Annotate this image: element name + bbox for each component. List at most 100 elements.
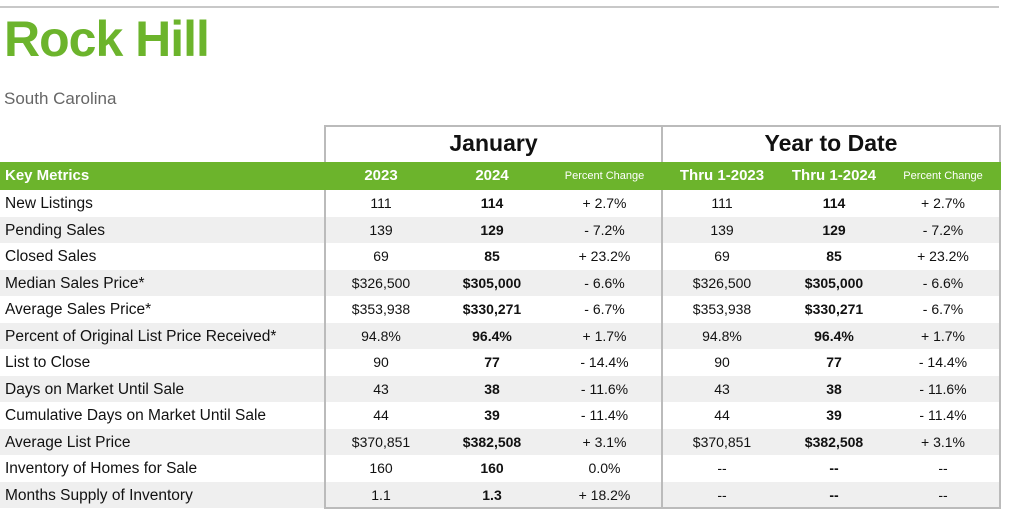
jan-2023-value: $353,938: [351, 301, 411, 317]
ytd-2024-value: $330,271: [804, 301, 864, 317]
jan-2023-value: 1.1: [371, 486, 391, 503]
header-ytd-2024: Thru 1-2024: [791, 167, 877, 184]
table-row: Average List Price $370,851 $382,508 + 3.1%…: [0, 428, 999, 455]
jan-2023-value: 43: [373, 380, 389, 397]
ytd-percent-change: - 7.2%: [922, 221, 964, 238]
header-key-metrics: Key Metrics: [5, 167, 90, 184]
ytd-percent-change: + 23.2%: [917, 248, 969, 264]
ytd-2024-value: 77: [826, 354, 842, 370]
metric-label: List to Close: [5, 354, 91, 371]
jan-2024-value: 160: [480, 460, 504, 476]
jan-percent-change: 0.0%: [588, 460, 621, 476]
metric-label: New Listings: [5, 195, 93, 212]
ytd-percent-change: - 14.4%: [918, 354, 968, 370]
ytd-percent-change: + 2.7%: [921, 195, 965, 211]
jan-2024-value: $305,000: [462, 274, 522, 291]
jan-2024-value: $330,271: [462, 301, 522, 317]
jan-percent-change: - 11.4%: [580, 407, 629, 423]
jan-percent-change: - 14.4%: [580, 354, 629, 370]
jan-percent-change: + 2.7%: [582, 195, 627, 211]
metric-label: Closed Sales: [5, 248, 97, 265]
page-title: Rock Hill: [4, 11, 210, 67]
metric-label: Percent of Original List Price Received*: [5, 327, 277, 345]
jan-percent-change: + 1.7%: [582, 327, 627, 344]
ytd-group-title: Year to Date: [764, 130, 898, 156]
header-ytd-percent-change: Percent Change: [903, 170, 983, 182]
jan-percent-change: - 7.2%: [584, 221, 625, 238]
header-jan-2023: 2023: [364, 167, 398, 184]
table-row: Months Supply of Inventory 1.1 1.3 + 18.2% -…: [0, 481, 999, 508]
table-row: Closed Sales 69 85 + 23.2% 69 85 + 23.2%: [0, 243, 999, 270]
jan-2024-value: 1.3: [482, 486, 502, 503]
table-row: Percent of Original List Price Received*…: [0, 322, 999, 349]
jan-2023-value: 111: [370, 195, 392, 211]
jan-2024-value: 129: [480, 221, 504, 238]
table-row: Cumulative Days on Market Until Sale 44 39…: [0, 402, 999, 429]
metric-label: Median Sales Price*: [5, 274, 145, 292]
ytd-2024-value: 96.4%: [814, 327, 854, 344]
ytd-percent-change: --: [938, 460, 948, 476]
ytd-2024-value: 38: [826, 380, 842, 397]
ytd-2024-value: $305,000: [804, 274, 864, 291]
table-row: Average Sales Price* $353,938 $330,271 - 6.…: [0, 296, 999, 323]
metric-label: Cumulative Days on Market Until Sale: [5, 407, 267, 424]
ytd-2024-value: 39: [826, 407, 842, 423]
jan-2024-value: 38: [484, 380, 500, 397]
jan-2023-value: 69: [373, 248, 389, 264]
january-group-title: January: [449, 130, 538, 156]
ytd-2023-value: 69: [714, 248, 730, 264]
header-jan-2024: 2024: [475, 167, 509, 184]
ytd-2024-value: $382,508: [804, 433, 864, 450]
ytd-percent-change: - 11.4%: [919, 407, 967, 423]
jan-2023-value: 90: [373, 354, 389, 370]
ytd-2024-value: --: [829, 460, 839, 476]
ytd-percent-change: - 11.6%: [919, 380, 967, 397]
ytd-2023-value: 139: [710, 221, 734, 238]
jan-2023-value: 44: [373, 407, 389, 423]
jan-2024-value: 77: [484, 354, 500, 370]
table-row: New Listings 111 114 + 2.7% 111 114 + 2.7%: [0, 190, 999, 217]
ytd-percent-change: + 3.1%: [921, 433, 965, 450]
table-row: Pending Sales 139 129 - 7.2% 139 129 - 7.2%: [0, 216, 999, 243]
jan-2023-value: 160: [369, 460, 393, 476]
ytd-percent-change: - 6.7%: [922, 301, 964, 317]
ytd-percent-change: --: [938, 486, 948, 503]
ytd-2023-value: $326,500: [692, 274, 752, 291]
ytd-2023-value: $370,851: [692, 433, 752, 450]
ytd-2023-value: --: [717, 460, 727, 476]
ytd-2023-value: 90: [714, 354, 730, 370]
ytd-percent-change: - 6.6%: [922, 274, 964, 291]
ytd-2024-value: --: [829, 486, 839, 503]
jan-percent-change: - 11.6%: [580, 380, 629, 397]
ytd-2023-value: $353,938: [692, 301, 752, 317]
jan-2024-value: $382,508: [462, 433, 522, 450]
table-row: Inventory of Homes for Sale 160 160 0.0% -- -…: [0, 455, 999, 482]
jan-2024-value: 39: [484, 407, 500, 423]
jan-percent-change: + 18.2%: [578, 486, 631, 503]
table-row: Days on Market Until Sale 43 38 - 11.6% 43 38…: [0, 375, 999, 402]
ytd-2023-value: 43: [714, 380, 730, 397]
jan-percent-change: + 3.1%: [582, 433, 627, 450]
jan-percent-change: - 6.6%: [584, 274, 625, 291]
jan-2023-value: $326,500: [351, 274, 411, 291]
jan-2024-value: 114: [480, 195, 504, 211]
header-jan-percent-change: Percent Change: [564, 170, 645, 182]
jan-2024-value: 96.4%: [472, 327, 512, 344]
ytd-percent-change: + 1.7%: [921, 327, 965, 344]
table-row: List to Close 90 77 - 14.4% 90 77 - 14.4%: [0, 349, 999, 376]
jan-2023-value: 139: [369, 221, 393, 238]
ytd-2024-value: 129: [822, 221, 846, 238]
metric-label: Average List Price: [5, 433, 131, 451]
page-subtitle: South Carolina: [4, 89, 117, 108]
ytd-2023-value: 44: [714, 407, 730, 423]
metric-label: Months Supply of Inventory: [5, 486, 193, 504]
table-header-row: Key Metrics 2023 2024 Percent Change Thr…: [0, 162, 1001, 190]
ytd-2023-value: --: [717, 486, 727, 503]
jan-percent-change: + 23.2%: [578, 248, 631, 264]
ytd-2023-value: 94.8%: [702, 327, 742, 344]
ytd-2024-value: 85: [826, 248, 842, 264]
jan-2023-value: $370,851: [351, 433, 411, 450]
metric-label: Average Sales Price*: [5, 301, 152, 318]
metric-label: Days on Market Until Sale: [5, 380, 185, 398]
metric-label: Pending Sales: [5, 221, 105, 239]
